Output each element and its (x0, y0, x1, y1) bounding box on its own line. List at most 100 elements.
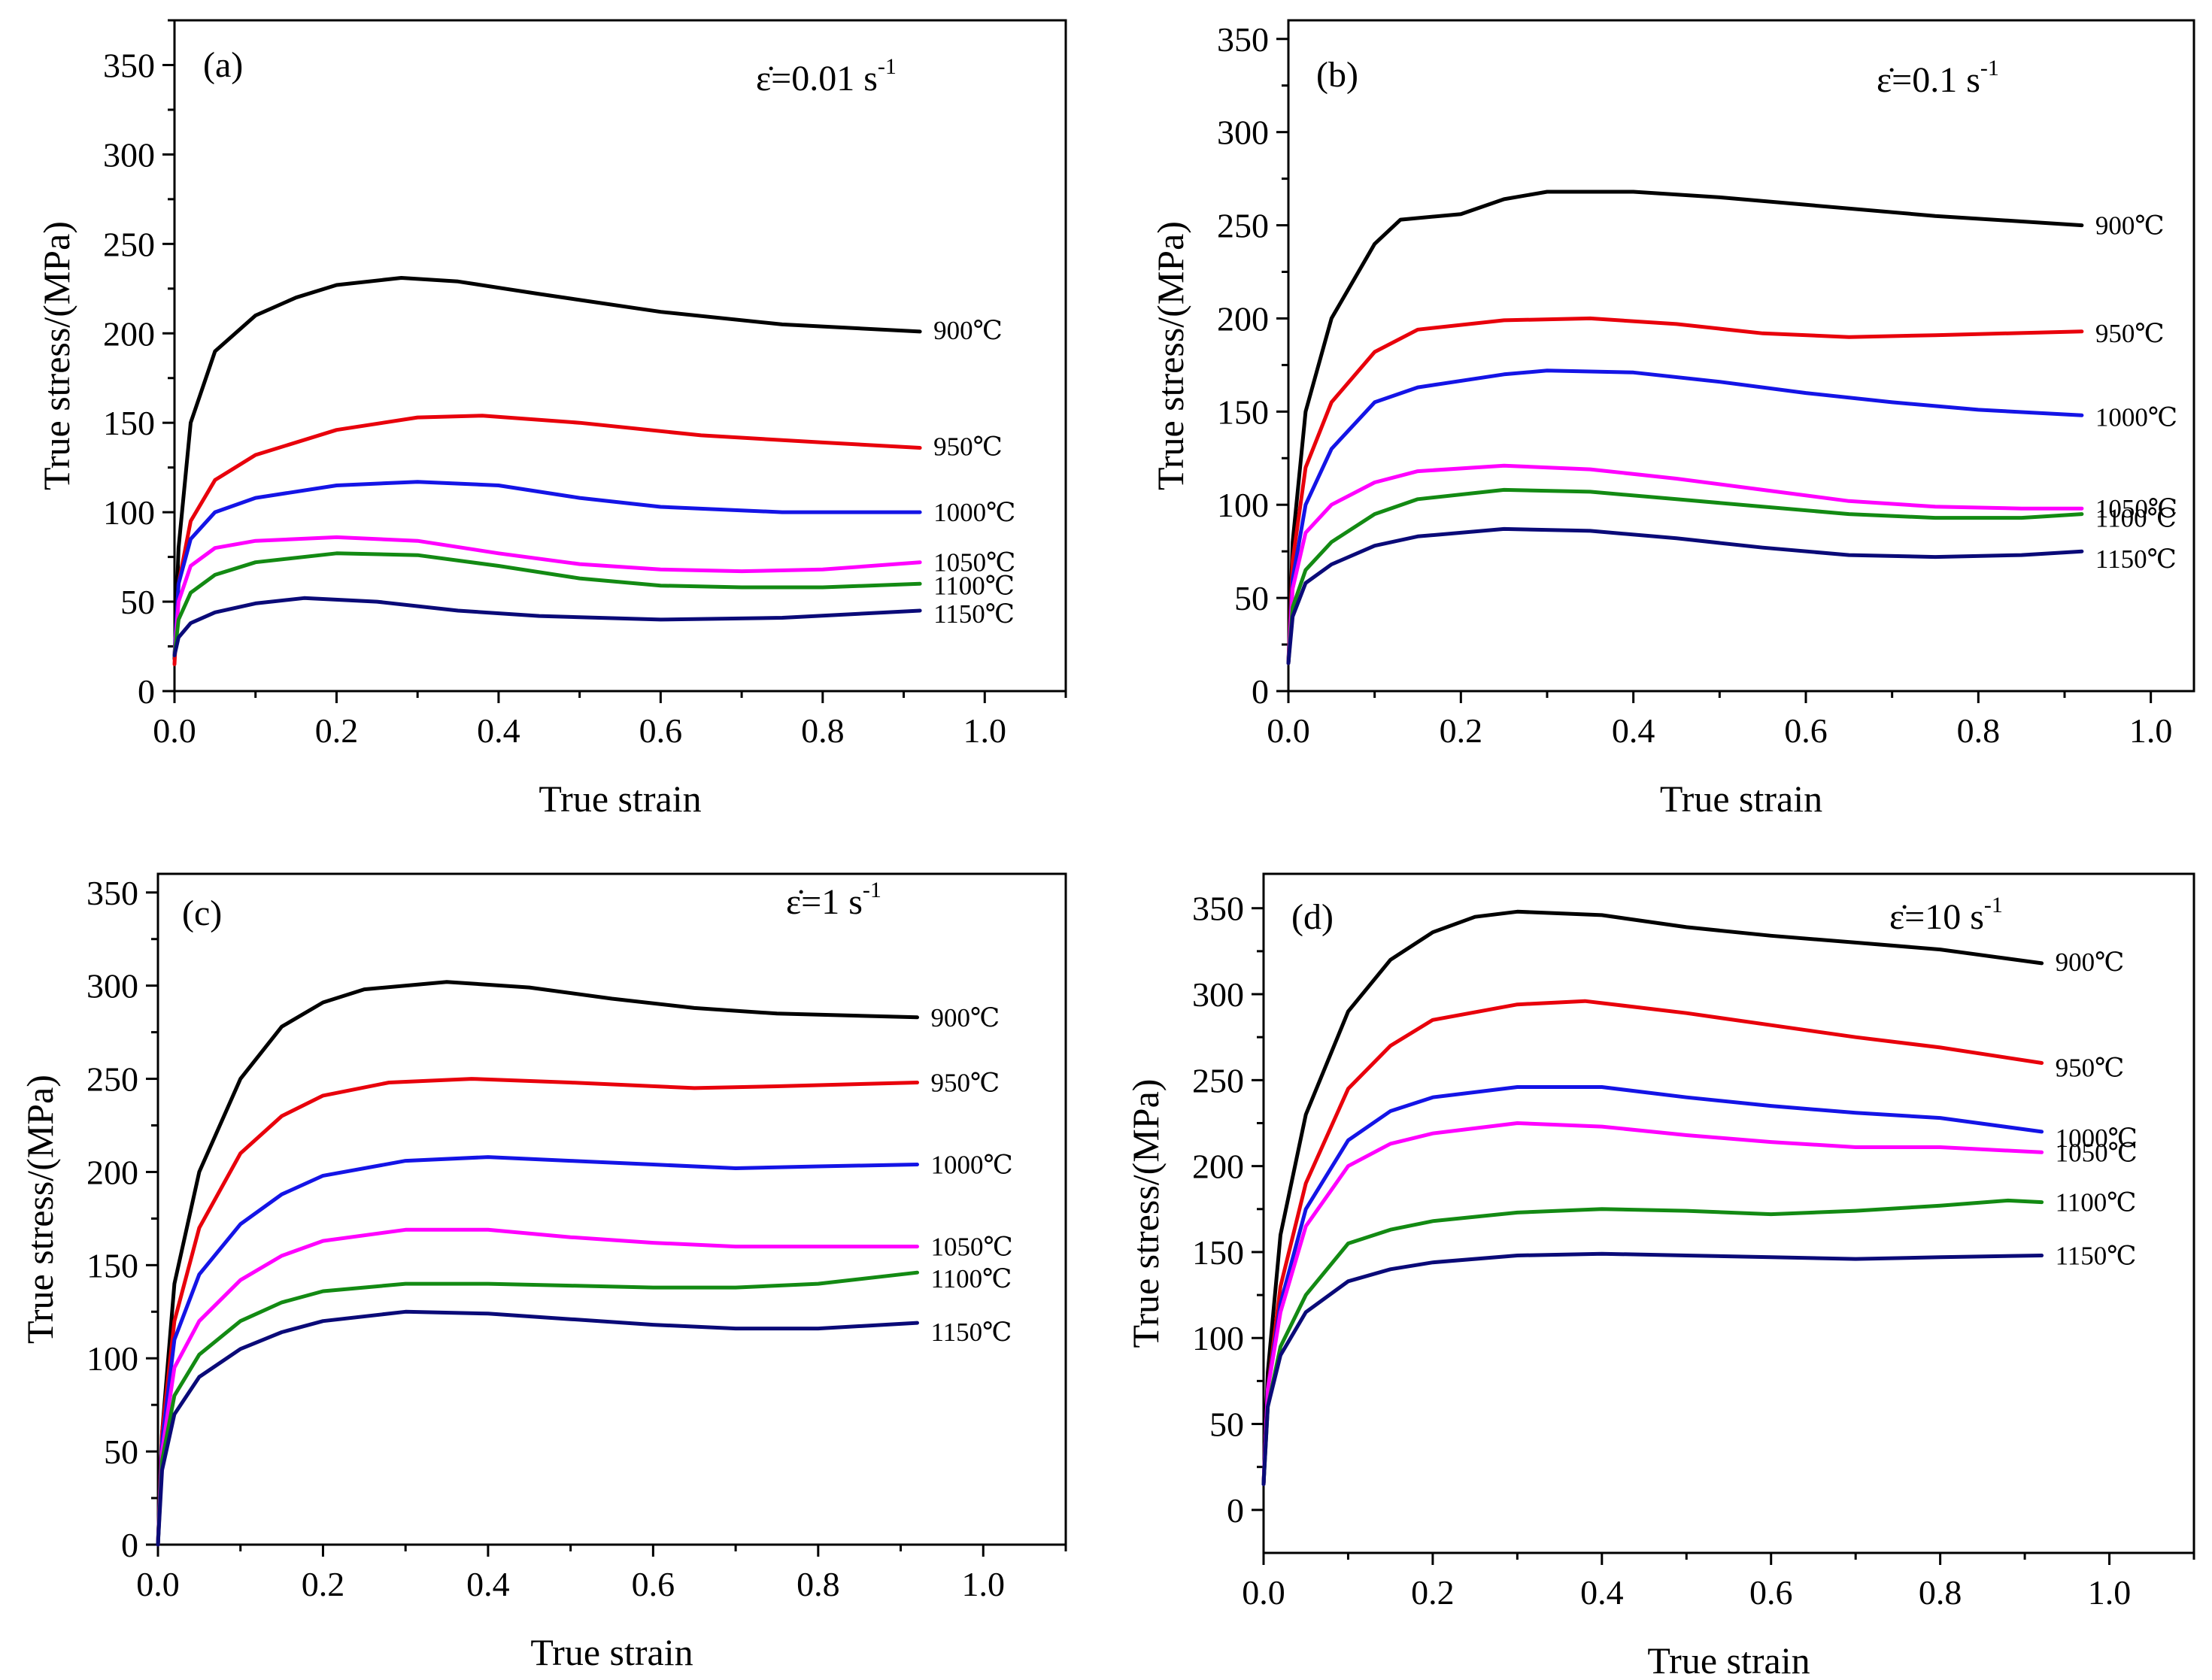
series-label: 1150℃ (933, 599, 1015, 629)
series-label: 950℃ (933, 432, 1003, 462)
x-tick-label: 0.2 (1411, 1573, 1455, 1612)
strain-rate-value: =1 s (801, 882, 863, 922)
series-line-1100 (156, 1270, 919, 1547)
x-tick-label: 0.8 (797, 1565, 840, 1603)
series-label: 1000℃ (2095, 402, 2177, 432)
strain-rate-label: ε̇=0.1 s-1 (1877, 56, 1999, 100)
series-line-900 (156, 980, 919, 1547)
x-tick-label: 0.6 (1749, 1573, 1793, 1612)
y-tick-label: 50 (1209, 1406, 1244, 1444)
strain-rate-symbol: ε̇ (756, 59, 773, 99)
series-line-900 (172, 276, 922, 661)
series-label: 1100℃ (933, 571, 1015, 600)
x-tick-label: 0.8 (801, 711, 845, 750)
x-axis-title: True strain (1660, 778, 1822, 820)
strain-rate-label: ε̇=0.01 s-1 (756, 54, 897, 99)
x-tick-label: 0.6 (632, 1565, 675, 1603)
y-tick-label: 250 (1192, 1061, 1244, 1099)
y-tick-label: 200 (86, 1153, 138, 1191)
strain-rate-value: =0.1 s (1892, 60, 1980, 100)
series-line-1100 (172, 551, 922, 657)
series-line-1050 (1286, 463, 2084, 666)
panel-label: (c) (182, 893, 222, 933)
series-label: 1150℃ (930, 1318, 1012, 1347)
series-label: 1000℃ (930, 1151, 1012, 1180)
y-tick-label: 300 (1217, 114, 1269, 152)
series-label: 1050℃ (930, 1233, 1012, 1262)
y-tick-label: 0 (1252, 672, 1269, 711)
y-tick-label: 350 (1217, 20, 1269, 59)
series-label: 1050℃ (933, 548, 1015, 578)
series-label: 900℃ (2095, 211, 2165, 241)
series-label: 950℃ (2056, 1053, 2125, 1082)
chart-panel-c: 0.0 0.2 0.4 0.6 0.8 1.0 0 50 100 150 200 250 300 350 T… (19, 872, 1067, 1673)
y-tick-label: 250 (86, 1060, 138, 1099)
series-label: 1150℃ (2095, 544, 2177, 574)
x-tick-label: 0.2 (302, 1565, 345, 1603)
series-label: 900℃ (930, 1003, 1000, 1033)
y-tick-label: 250 (1217, 207, 1269, 245)
x-tick-label: 0.0 (1267, 711, 1310, 750)
series-line-1000 (1261, 1085, 2044, 1487)
y-tick-label: 0 (1227, 1491, 1244, 1530)
series-label: 1050℃ (2056, 1138, 2138, 1167)
y-tick-label: 150 (86, 1246, 138, 1284)
strain-rate-label: ε̇=1 s-1 (786, 878, 881, 922)
y-tick-label: 350 (1192, 890, 1244, 928)
x-axis-title: True strain (1647, 1639, 1810, 1680)
x-axis-title: True strain (530, 1631, 693, 1673)
x-tick-label: 0.6 (1784, 711, 1828, 750)
series-line-900 (1261, 909, 2044, 1487)
y-axis-title: True stress/(MPa) (1149, 221, 1191, 490)
series-line-1050 (172, 535, 922, 657)
series-line-1050 (156, 1227, 919, 1547)
x-axis-title: True strain (539, 778, 701, 820)
y-tick-label: 100 (86, 1339, 138, 1378)
strain-rate-label: ε̇=10 s-1 (1889, 893, 2003, 937)
series-line-1150 (1286, 526, 2084, 666)
x-tick-label: 1.0 (2129, 711, 2173, 750)
plot-frame (173, 19, 1067, 693)
y-tick-label: 100 (1217, 486, 1269, 524)
y-tick-label: 300 (1192, 975, 1244, 1014)
x-tick-label: 1.0 (963, 711, 1007, 750)
plot-frame (156, 872, 1067, 1546)
series-line-950 (156, 1077, 919, 1547)
y-tick-label: 300 (103, 135, 155, 174)
strain-rate-symbol: ε̇ (786, 882, 803, 922)
series-line-1100 (1286, 487, 2084, 666)
y-tick-label: 350 (103, 46, 155, 84)
series-label: 900℃ (933, 316, 1003, 345)
series-line-1150 (1261, 1251, 2044, 1487)
plot-frame (1262, 872, 2195, 1554)
strain-rate-value: =0.01 s (771, 59, 878, 99)
series-line-1150 (156, 1309, 919, 1547)
series-line-1150 (172, 596, 922, 657)
series-line-1000 (1286, 368, 2084, 666)
y-tick-label: 0 (138, 672, 155, 711)
chart-panel-a: 0.0 0.2 0.4 0.6 0.8 1.0 0 50 100 150 200 250 300 350 T… (35, 19, 1067, 820)
x-tick-label: 0.0 (1242, 1573, 1285, 1612)
series-label: 950℃ (2095, 319, 2165, 348)
strain-rate-exponent: -1 (863, 878, 881, 902)
x-tick-label: 0.0 (153, 711, 196, 750)
y-tick-label: 200 (1192, 1148, 1244, 1186)
y-tick-label: 150 (1217, 393, 1269, 431)
y-tick-label: 50 (1234, 579, 1269, 617)
series-label: 1100℃ (2095, 504, 2177, 533)
series-label: 1150℃ (2056, 1242, 2137, 1271)
series-label: 950℃ (930, 1069, 1000, 1098)
series-label: 1100℃ (2056, 1188, 2137, 1218)
y-tick-label: 350 (86, 874, 138, 912)
series-line-950 (172, 414, 922, 666)
y-tick-label: 100 (1192, 1319, 1244, 1357)
x-tick-label: 0.2 (1440, 711, 1483, 750)
strain-rate-symbol: ε̇ (1889, 897, 1907, 937)
y-tick-label: 150 (1192, 1233, 1244, 1272)
x-tick-label: 0.4 (477, 711, 520, 750)
y-tick-label: 200 (1217, 299, 1269, 338)
y-axis-title: True stress/(MPa) (35, 221, 77, 490)
series-line-1000 (172, 480, 922, 657)
y-tick-label: 100 (103, 493, 155, 532)
